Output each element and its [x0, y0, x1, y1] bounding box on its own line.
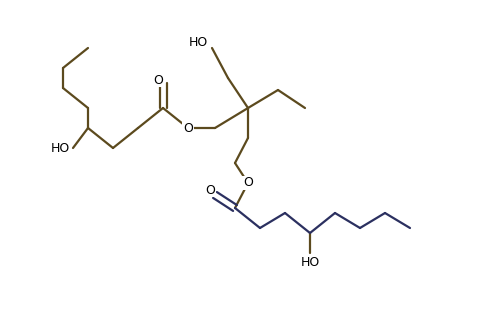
Text: O: O	[183, 121, 193, 135]
Text: O: O	[153, 74, 163, 86]
Text: O: O	[205, 183, 215, 197]
Text: O: O	[243, 177, 253, 189]
Text: HO: HO	[300, 256, 320, 269]
Text: HO: HO	[51, 141, 69, 155]
Text: HO: HO	[188, 37, 208, 49]
